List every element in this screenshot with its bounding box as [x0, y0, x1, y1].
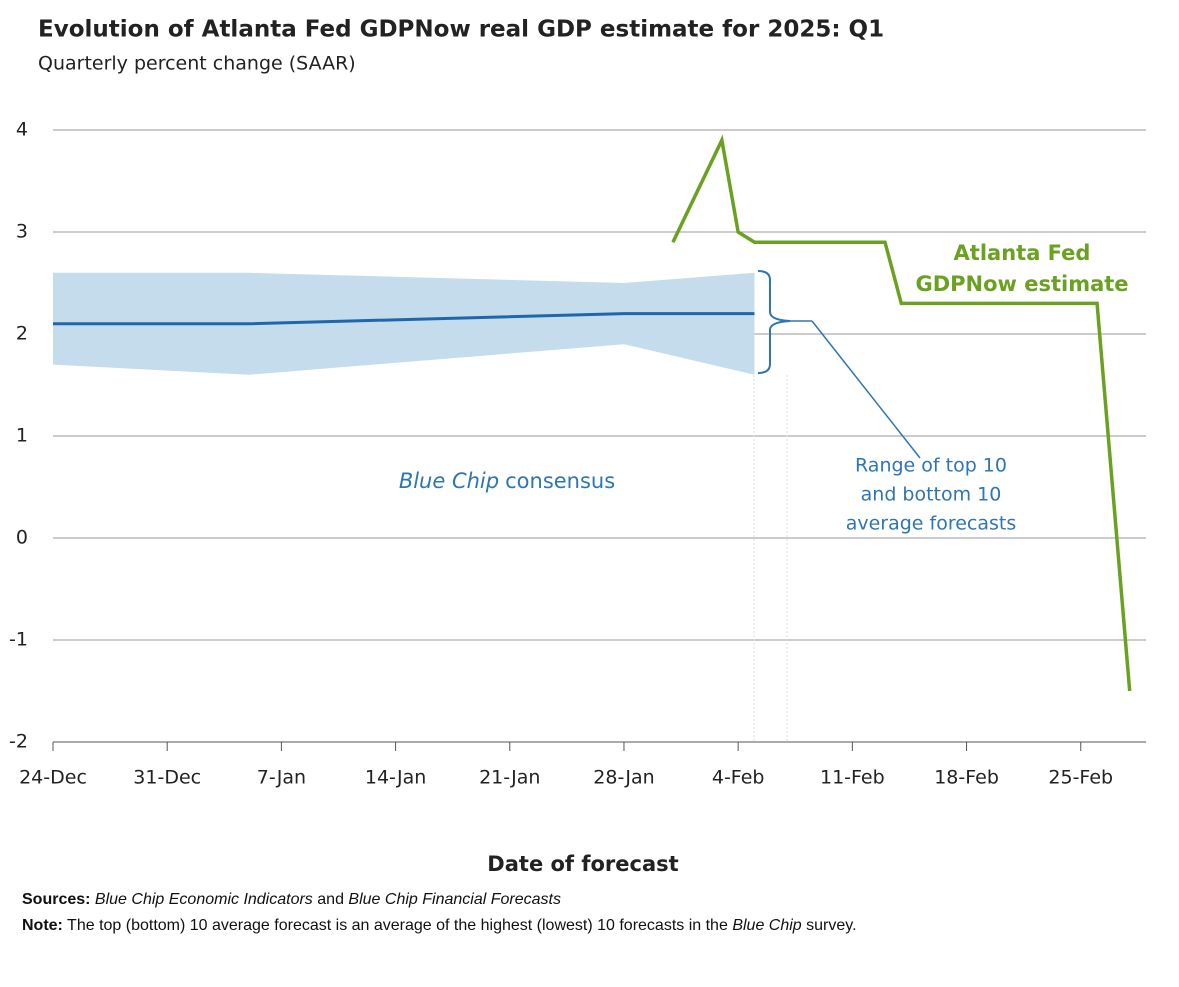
x-tick-label: 18-Feb: [934, 767, 999, 789]
connector: [811, 320, 921, 459]
plot-area: [53, 134, 1132, 692]
sources: Sources: Blue Chip Economic Indicators a…: [22, 887, 1122, 913]
range-bracket: [757, 270, 791, 374]
chart-subtitle: Quarterly percent change (SAAR): [38, 53, 356, 75]
annotation: Atlanta Fed: [954, 241, 1091, 265]
series-line: [671, 134, 1132, 692]
sources-label: Sources:: [22, 891, 91, 908]
annotation: Blue Chip consensus: [399, 469, 615, 493]
y-tick-label: 3: [16, 221, 28, 243]
y-tick-label: -2: [9, 731, 28, 753]
x-tick-label: 25-Feb: [1048, 767, 1113, 789]
y-tick-label: 4: [16, 119, 28, 141]
x-axis-label: Date of forecast: [487, 852, 678, 876]
x-tick-label: 7-Jan: [257, 767, 306, 789]
y-tick-label: 0: [16, 527, 28, 549]
source: Blue Chip Financial Forecasts: [348, 891, 561, 908]
note-label: Note:: [22, 917, 63, 934]
text: survey.: [806, 917, 857, 934]
chart-title: Evolution of Atlanta Fed GDPNow real GDP…: [38, 17, 884, 43]
text: The top (bottom) 10 average forecast is …: [67, 917, 728, 934]
source: Blue Chip Economic Indicators: [94, 891, 313, 908]
annotation: average forecasts: [846, 513, 1017, 535]
x-tick-label: 21-Jan: [479, 767, 540, 789]
x-tick-label: 24-Dec: [19, 767, 87, 789]
series-line: [53, 312, 755, 326]
y-tick-label: -1: [9, 629, 28, 651]
x-tick-label: 4-Feb: [712, 767, 765, 789]
text: Blue Chip: [732, 917, 802, 934]
y-tick-label: 2: [16, 323, 28, 345]
y-tick-label: 1: [16, 425, 28, 447]
annotation-part: Blue Chip: [399, 469, 499, 493]
annotation: and bottom 10: [861, 484, 1002, 506]
annotation: GDPNow estimate: [915, 272, 1128, 296]
text: and: [317, 891, 344, 908]
x-tick-label: 11-Feb: [820, 767, 885, 789]
x-tick-label: 31-Dec: [133, 767, 201, 789]
x-tick-label: 28-Jan: [593, 767, 654, 789]
range-band: [53, 272, 755, 375]
grid: -2 -1 0 1 2 3 4 24-Dec 31-Dec 7-Jan 14-Jan 21-Jan 28…: [9, 119, 1146, 789]
x-tick-label: 14-Jan: [365, 767, 426, 789]
annotation: Range of top 10: [855, 455, 1007, 477]
chart: Evolution of Atlanta Fed GDPNow real GDP…: [9, 17, 1146, 876]
note: Note: The top (bottom) 10 average foreca…: [22, 913, 1122, 939]
annotation-part: consensus: [505, 469, 615, 493]
